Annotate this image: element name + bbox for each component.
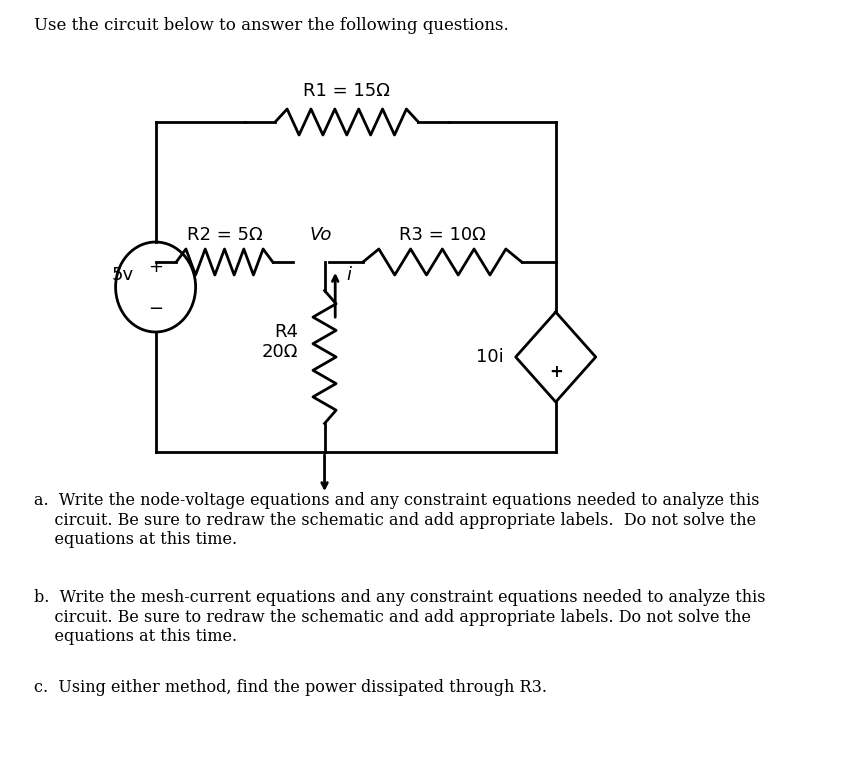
Text: R2 = 5Ω: R2 = 5Ω [186, 226, 262, 244]
Text: i: i [347, 266, 352, 284]
Text: 10i: 10i [477, 348, 504, 366]
Text: R1 = 15Ω: R1 = 15Ω [303, 82, 390, 100]
Text: −: − [148, 300, 163, 318]
Text: +: + [549, 363, 563, 381]
Text: R4
20Ω: R4 20Ω [261, 323, 298, 361]
Text: c.  Using either method, find the power dissipated through R3.: c. Using either method, find the power d… [34, 679, 547, 696]
Text: b.  Write the mesh-current equations and any constraint equations needed to anal: b. Write the mesh-current equations and … [34, 589, 765, 645]
Text: Use the circuit below to answer the following questions.: Use the circuit below to answer the foll… [34, 17, 509, 34]
Text: +: + [148, 258, 163, 276]
Text: Vo: Vo [310, 226, 332, 244]
Text: 5v: 5v [112, 266, 133, 284]
Text: R3 = 10Ω: R3 = 10Ω [399, 226, 485, 244]
Text: a.  Write the node-voltage equations and any constraint equations needed to anal: a. Write the node-voltage equations and … [34, 492, 759, 548]
